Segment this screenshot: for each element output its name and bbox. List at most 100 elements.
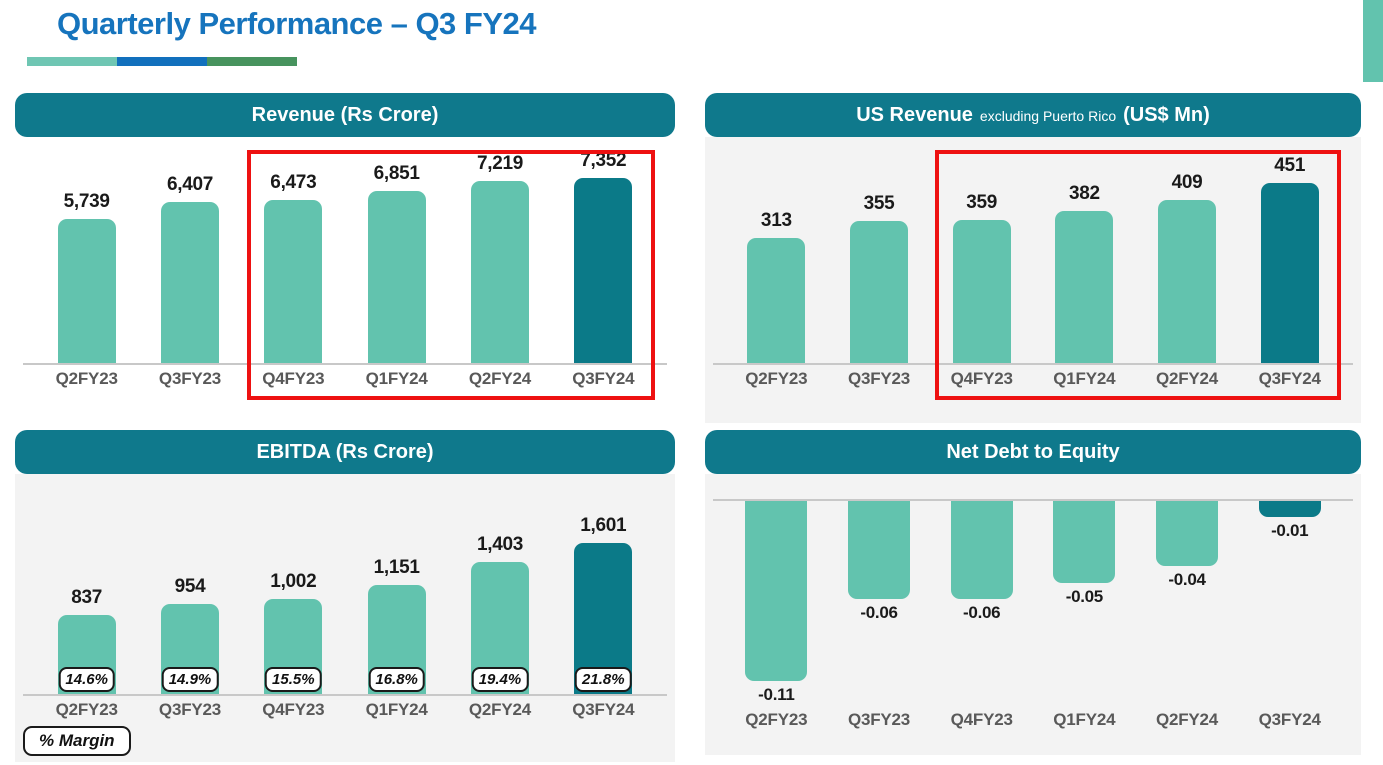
x-axis-label: Q2FY23	[745, 710, 808, 729]
chart-columns: 5,739 6,407 6,473 6,851 7,219 7,352	[15, 137, 675, 363]
value-label: -0.01	[1271, 521, 1309, 540]
chart-column: -0.04	[1136, 474, 1239, 754]
x-axis-label: Q1FY24	[365, 369, 428, 388]
underline-segment-green	[207, 57, 297, 66]
margin-badge: 21.8%	[575, 667, 632, 692]
value-label: 451	[1274, 155, 1306, 176]
value-label: 359	[966, 192, 998, 213]
x-axis-labels: Q2FY23 Q3FY23 Q4FY23 Q1FY24 Q2FY24 Q3FY24	[15, 369, 675, 389]
value-label: 409	[1171, 172, 1203, 193]
x-axis-label: Q3FY24	[1258, 710, 1321, 729]
page-title: Quarterly Performance – Q3 FY24	[57, 6, 537, 41]
bar-q2fy24	[470, 181, 529, 363]
margin-badge: 14.6%	[58, 667, 115, 692]
chart-column: 1,403 19.4%	[448, 474, 551, 694]
value-label: 355	[863, 193, 895, 214]
chart-column: 1,601 21.8%	[552, 474, 655, 694]
value-label: -0.06	[860, 603, 898, 622]
x-axis-line	[23, 694, 667, 696]
bar-q4fy23	[950, 501, 1013, 599]
revenue-chart-panel: Revenue (Rs Crore) 5,739 6,407 6,473 6,851 7,…	[15, 93, 675, 423]
value-label: 6,473	[270, 172, 317, 193]
x-axis-label: Q3FY24	[572, 700, 635, 719]
chart-title-main: US Revenue	[856, 103, 973, 126]
x-axis-labels: Q2FY23 Q3FY23 Q4FY23 Q1FY24 Q2FY24 Q3FY24	[15, 700, 675, 720]
us-revenue-chart-panel: US Revenue excluding Puerto Rico (US$ Mn) 3…	[705, 93, 1361, 423]
chart-columns: 837 14.6% 954 14.9% 1,002 15.5% 1,151 16.8% 1,40…	[15, 474, 675, 694]
x-axis-label: Q2FY24	[468, 700, 532, 719]
value-label: 954	[174, 576, 206, 597]
value-label: -0.11	[758, 685, 795, 704]
margin-badge: 19.4%	[471, 667, 529, 692]
corner-accent-bar	[1363, 0, 1383, 82]
x-axis-label: Q3FY23	[847, 710, 911, 729]
bar-q3fy23	[848, 501, 910, 599]
chart-title: EBITDA (Rs Crore)	[256, 440, 434, 463]
value-label: 382	[1068, 183, 1100, 204]
x-axis-label: Q2FY23	[55, 369, 118, 388]
chart-column: 7,219	[448, 137, 551, 363]
value-label: 7,352	[580, 150, 627, 171]
value-label: -0.04	[1168, 570, 1206, 589]
bar-q4fy23	[952, 220, 1011, 363]
x-axis-line	[23, 363, 667, 365]
chart-column: 313	[725, 137, 828, 363]
value-label: 1,151	[373, 557, 420, 578]
bar-q4fy23	[264, 200, 323, 363]
chart-column: 451	[1238, 137, 1341, 363]
bar-q2fy23	[57, 219, 116, 363]
x-axis-label: Q4FY23	[262, 369, 325, 388]
x-axis-label: Q2FY24	[1155, 710, 1219, 729]
margin-legend: % Margin	[23, 726, 131, 756]
x-axis-line	[713, 363, 1353, 365]
margin-badge: 16.8%	[368, 667, 425, 692]
bar-q1fy24	[1053, 501, 1116, 583]
chart-columns: 313 355 359 382 409 451	[705, 137, 1361, 363]
bar-q3fy24	[1260, 183, 1319, 363]
x-axis-label: Q4FY23	[262, 700, 325, 719]
value-label: 6,407	[166, 174, 214, 195]
bar-q3fy24	[574, 178, 633, 363]
chart-plot-area: 837 14.6% 954 14.9% 1,002 15.5% 1,151 16.8% 1,40…	[15, 474, 675, 762]
chart-column: 5,739	[35, 137, 138, 363]
margin-badge: 14.9%	[161, 667, 219, 692]
value-label: 1,601	[580, 515, 627, 536]
chart-column: -0.05	[1033, 474, 1136, 754]
x-axis-label: Q3FY23	[158, 369, 222, 388]
chart-header: Revenue (Rs Crore)	[15, 93, 675, 137]
chart-column: 954 14.9%	[138, 474, 241, 694]
x-axis-line	[713, 499, 1353, 501]
x-axis-label: Q3FY23	[847, 369, 911, 388]
value-label: 5,739	[63, 191, 110, 212]
chart-title-qualifier: excluding Puerto Rico	[979, 108, 1117, 124]
chart-title-unit: (US$ Mn)	[1123, 103, 1210, 126]
x-axis-label: Q4FY23	[950, 710, 1013, 729]
chart-columns: -0.11 -0.06 -0.06 -0.05 -0.04 -0.01	[705, 474, 1361, 754]
chart-column: 409	[1136, 137, 1239, 363]
bar-q3fy24	[1258, 501, 1321, 517]
x-axis-label: Q2FY24	[468, 369, 532, 388]
x-axis-label: Q3FY24	[1258, 369, 1321, 388]
chart-column: 1,002 15.5%	[242, 474, 345, 694]
x-axis-label: Q1FY24	[1053, 710, 1116, 729]
chart-column: -0.11	[725, 474, 828, 754]
ebitda-chart-panel: EBITDA (Rs Crore) 837 14.6% 954 14.9% 1,002 15…	[15, 430, 675, 762]
bar-q1fy24	[367, 191, 426, 363]
net-debt-chart-panel: Net Debt to Equity -0.11 -0.06 -0.06 -0.05 -0…	[705, 430, 1361, 755]
x-axis-label: Q1FY24	[1053, 369, 1116, 388]
chart-title: Revenue (Rs Crore)	[251, 103, 439, 126]
chart-column: 359	[930, 137, 1033, 363]
chart-plot-area: 313 355 359 382 409 451 Q2FY23 Q3FY23 Q4FY23 Q1FY…	[705, 137, 1361, 423]
value-label: 1,002	[270, 571, 317, 592]
value-label: 1,403	[476, 534, 523, 555]
value-label: 837	[71, 587, 103, 608]
bar-q2fy23	[745, 501, 808, 681]
bar-q2fy23	[747, 238, 806, 363]
bar-q2fy24	[1158, 200, 1217, 363]
chart-column: 837 14.6%	[35, 474, 138, 694]
value-label: 313	[760, 210, 792, 231]
chart-header: Net Debt to Equity	[705, 430, 1361, 474]
chart-title: Net Debt to Equity	[946, 440, 1120, 463]
bar-q1fy24	[1055, 211, 1114, 363]
